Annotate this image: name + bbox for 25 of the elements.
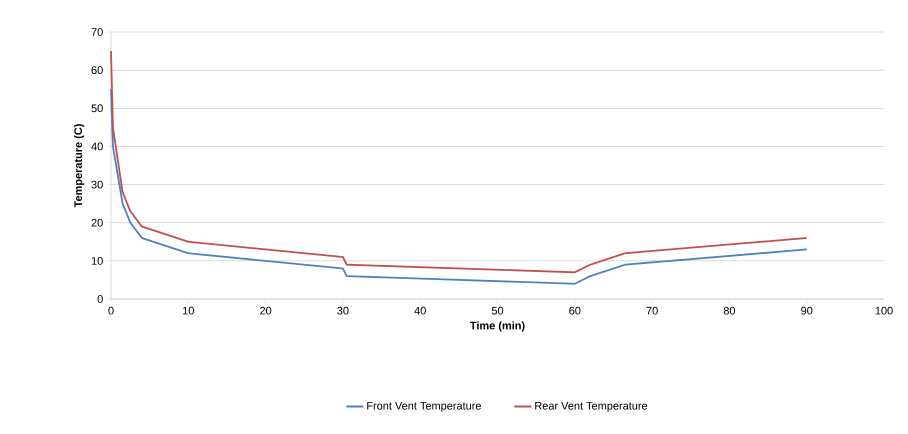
x-tick-label: 20 xyxy=(260,306,272,315)
x-tick-label: 30 xyxy=(337,306,349,315)
x-tick-label: 40 xyxy=(414,306,426,315)
legend-label: Rear Vent Temperature xyxy=(535,402,648,412)
y-axis-title: Temperature (C) xyxy=(74,124,84,208)
y-tick-label: 40 xyxy=(91,142,103,150)
y-tick-label: 10 xyxy=(92,256,103,265)
x-tick-label: 90 xyxy=(801,306,812,315)
x-tick-label: 10 xyxy=(183,306,194,315)
x-tick-label: 80 xyxy=(724,306,736,315)
y-tick-label: 30 xyxy=(91,180,103,188)
x-tick-label: 70 xyxy=(646,306,658,315)
y-tick-label: 70 xyxy=(92,28,103,36)
legend-label: Front Vent Temperature xyxy=(367,402,481,412)
x-tick-label: 50 xyxy=(492,306,504,315)
line-series xyxy=(110,88,808,285)
y-tick-label: 60 xyxy=(92,66,103,74)
y-tick-label: 0 xyxy=(98,295,103,303)
y-tick-label: 20 xyxy=(92,218,103,227)
x-tick-label: 60 xyxy=(569,306,580,315)
x-axis-title: Time (min) xyxy=(470,321,525,332)
x-tick-label: 100 xyxy=(876,306,893,315)
y-tick-label: 50 xyxy=(91,104,103,112)
line-series xyxy=(110,50,808,274)
x-tick-label: 0 xyxy=(108,306,114,315)
